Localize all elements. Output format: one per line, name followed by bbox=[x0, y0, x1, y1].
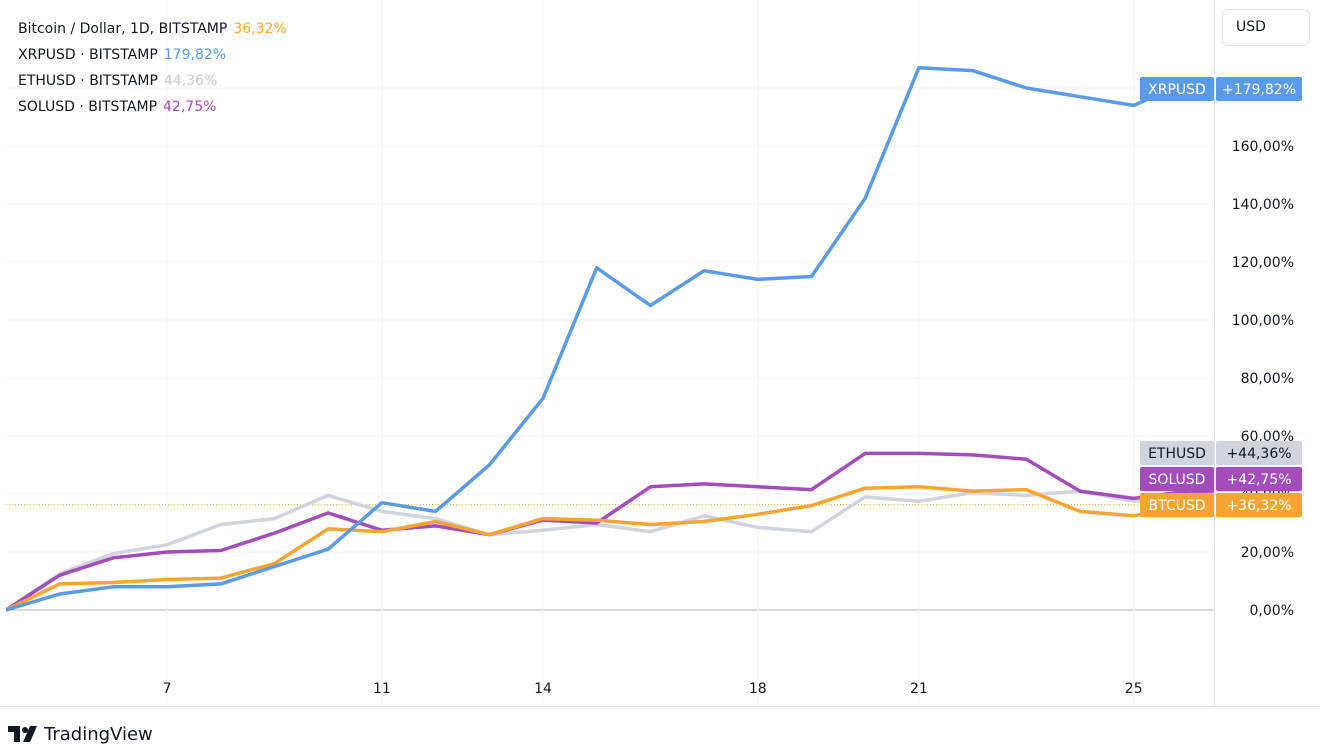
price-tag-value-bg bbox=[1216, 77, 1302, 101]
y-tick-label: 120,00% bbox=[1232, 255, 1294, 271]
price-tag-value-bg bbox=[1216, 441, 1302, 465]
tradingview-logo-icon bbox=[8, 726, 37, 742]
price-axis: 0,00%20,00%40,00%60,00%80,00%100,00%120,… bbox=[1232, 139, 1294, 619]
price-tag-value: +42,75% bbox=[1226, 472, 1291, 488]
legend-label: XRPUSD · BITSTAMP bbox=[18, 47, 158, 63]
x-tick-label: 14 bbox=[534, 681, 552, 697]
series-line-btcusd bbox=[6, 485, 1214, 612]
y-tick-label: 80,00% bbox=[1241, 371, 1294, 387]
y-tick-label: 20,00% bbox=[1241, 545, 1294, 561]
legend-label: ETHUSD · BITSTAMP bbox=[18, 73, 158, 89]
price-tag-name: XRPUSD bbox=[1148, 82, 1206, 98]
y-tick-label: 160,00% bbox=[1232, 139, 1294, 155]
y-tick-label: 0,00% bbox=[1250, 603, 1294, 619]
legend-label: SOLUSD · BITSTAMP bbox=[18, 99, 158, 115]
price-tag-name-bg bbox=[1140, 467, 1214, 491]
x-tick-label: 7 bbox=[163, 681, 172, 697]
price-tags: XRPUSD +179,82% ETHUSD +44,36% SOLUSD +42,75%… bbox=[1140, 77, 1302, 517]
tradingview-logo-text: TradingView bbox=[44, 723, 153, 745]
x-tick-label: 25 bbox=[1125, 681, 1143, 697]
x-tick-label: 18 bbox=[749, 681, 767, 697]
price-tag-value-bg bbox=[1216, 467, 1302, 491]
y-tick-label: 100,00% bbox=[1232, 313, 1294, 329]
legend-value: 36,32% bbox=[233, 21, 287, 37]
series-line-solusd bbox=[6, 451, 1214, 612]
series-line-xrpusd bbox=[6, 65, 1214, 612]
price-tag-name: BTCUSD bbox=[1148, 498, 1205, 514]
series-layer bbox=[6, 65, 1214, 612]
currency-button[interactable]: USD bbox=[1222, 9, 1310, 46]
legend-item-btc[interactable]: Bitcoin / Dollar, 1D, BITSTAMP 36,32% bbox=[18, 16, 287, 42]
price-tag-name-bg bbox=[1140, 441, 1214, 465]
legend-label: Bitcoin / Dollar, 1D, BITSTAMP bbox=[18, 21, 228, 37]
price-tag-name-bg bbox=[1140, 493, 1214, 517]
legend-value: 44,36% bbox=[163, 73, 218, 89]
price-tag-value: +179,82% bbox=[1222, 82, 1296, 98]
price-tag-name: SOLUSD bbox=[1149, 472, 1206, 488]
time-axis: 7 11 14 18 21 25 bbox=[163, 681, 1143, 697]
chart-legend: Bitcoin / Dollar, 1D, BITSTAMP 36,32% XRP… bbox=[18, 16, 287, 120]
x-tick-label: 11 bbox=[373, 681, 391, 697]
price-tag-value: +36,32% bbox=[1226, 498, 1291, 514]
legend-value: 42,75% bbox=[163, 99, 217, 115]
price-tag-name: ETHUSD bbox=[1148, 446, 1206, 462]
legend-item-xrp[interactable]: XRPUSD · BITSTAMP 179,82% bbox=[18, 42, 287, 68]
price-tag-name-bg bbox=[1140, 77, 1214, 101]
chart-grid bbox=[6, 0, 1214, 706]
price-tag-value: +44,36% bbox=[1226, 446, 1291, 462]
legend-item-sol[interactable]: SOLUSD · BITSTAMP 42,75% bbox=[18, 94, 287, 120]
legend-value: 179,82% bbox=[163, 47, 227, 63]
tradingview-logo[interactable]: TradingView bbox=[8, 722, 153, 746]
y-tick-label: 140,00% bbox=[1232, 197, 1294, 213]
legend-item-eth[interactable]: ETHUSD · BITSTAMP 44,36% bbox=[18, 68, 287, 94]
price-tag-value-bg bbox=[1216, 493, 1302, 517]
x-tick-label: 21 bbox=[910, 681, 928, 697]
